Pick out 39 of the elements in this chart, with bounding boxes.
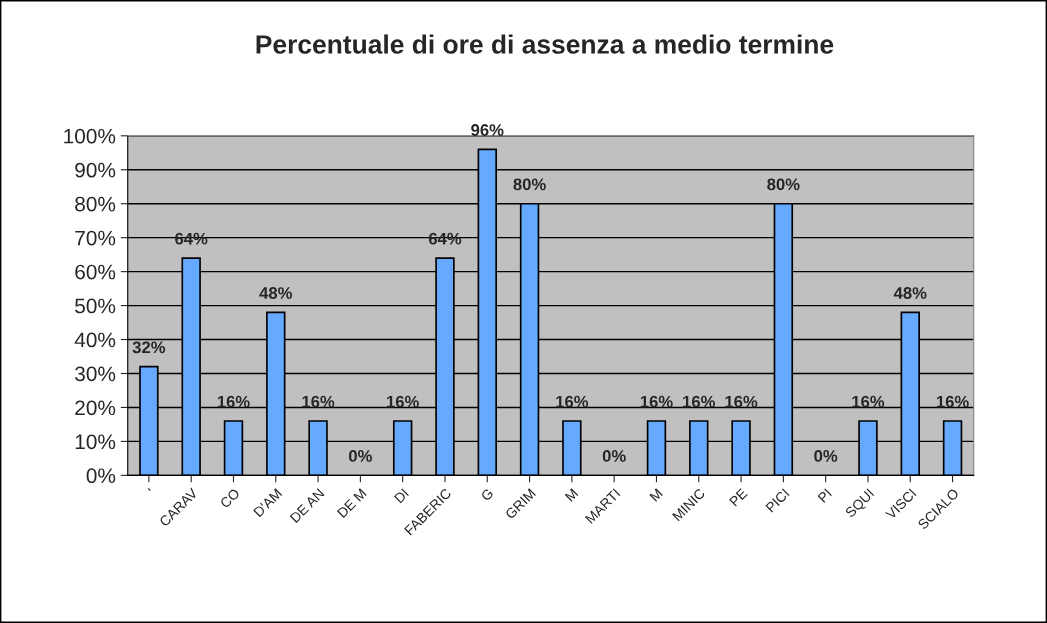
chart-title: Percentuale di ore di assenza a medio termine <box>256 34 834 54</box>
y-tick-label: 100% <box>64 128 116 144</box>
data-label: 48% <box>259 287 293 299</box>
y-tick-label: 70% <box>75 230 116 246</box>
x-tick-label: DE AN <box>289 488 325 523</box>
x-tick-label: PE <box>729 487 748 507</box>
y-tick-label: 80% <box>75 196 116 212</box>
y-tick-label: 60% <box>75 264 116 280</box>
x-tick-label: M <box>564 488 579 502</box>
data-label: 16% <box>302 395 335 408</box>
data-label: 0% <box>814 450 838 462</box>
data-label: 16% <box>556 395 589 408</box>
data-label: 80% <box>767 178 800 191</box>
x-tick-label: ' <box>147 488 151 492</box>
x-tick-label: CO <box>219 487 241 509</box>
x-tick-label: PI <box>817 488 832 503</box>
y-tick-label: 10% <box>75 434 116 450</box>
y-tick-label: 90% <box>75 162 116 178</box>
y-tick-label: 40% <box>74 332 116 348</box>
data-label: 16% <box>217 395 250 408</box>
x-tick-label: DE M <box>336 488 367 519</box>
x-tick-label: M <box>649 488 663 502</box>
data-label: 48% <box>893 287 927 299</box>
data-label: 32% <box>132 341 166 354</box>
y-tick-label: 0% <box>86 468 116 484</box>
data-label: 16% <box>725 395 758 408</box>
y-tick-label: 30% <box>75 366 116 382</box>
data-label: 16% <box>852 395 885 408</box>
y-tick-label: 50% <box>75 298 116 314</box>
data-label: 16% <box>640 395 673 408</box>
data-label: 96% <box>471 124 504 136</box>
x-tick-label: G <box>480 488 494 502</box>
data-label: 0% <box>602 450 626 462</box>
y-tick-label: 20% <box>75 400 116 416</box>
data-label: 16% <box>936 395 969 408</box>
data-label: 16% <box>387 395 419 408</box>
data-label: 16% <box>683 395 716 408</box>
data-label: 80% <box>513 178 546 191</box>
data-label: 0% <box>348 450 372 462</box>
